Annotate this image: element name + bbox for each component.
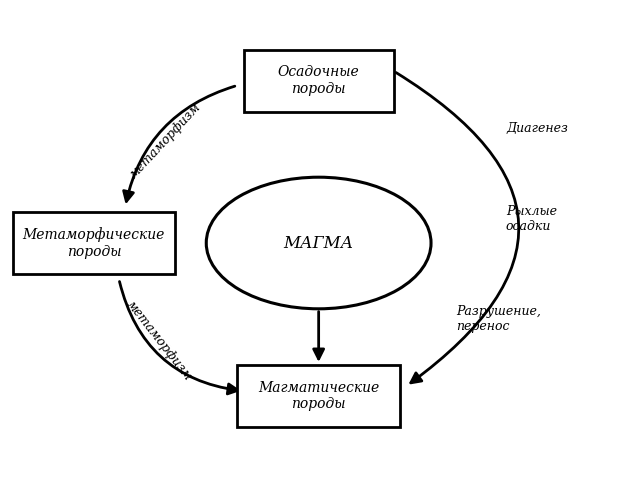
FancyBboxPatch shape — [237, 365, 400, 427]
FancyArrowPatch shape — [396, 72, 519, 383]
Text: метаморфизм: метаморфизм — [128, 100, 204, 181]
Text: Разрушение,
перенос: Разрушение, перенос — [456, 305, 541, 333]
Text: Магматические
породы: Магматические породы — [258, 381, 379, 411]
Text: Метаморфические
породы: Метаморфические породы — [23, 227, 165, 259]
FancyBboxPatch shape — [244, 50, 394, 112]
FancyArrowPatch shape — [119, 281, 238, 394]
Text: МАГМА: МАГМА — [283, 235, 354, 251]
Text: Осадочные
породы: Осадочные породы — [277, 66, 359, 96]
FancyArrowPatch shape — [124, 86, 235, 201]
Text: Диагенез: Диагенез — [506, 122, 568, 135]
FancyBboxPatch shape — [13, 212, 175, 274]
Text: Рыхлые
осадки: Рыхлые осадки — [506, 205, 557, 233]
Text: метаморфизм: метаморфизм — [124, 298, 195, 383]
